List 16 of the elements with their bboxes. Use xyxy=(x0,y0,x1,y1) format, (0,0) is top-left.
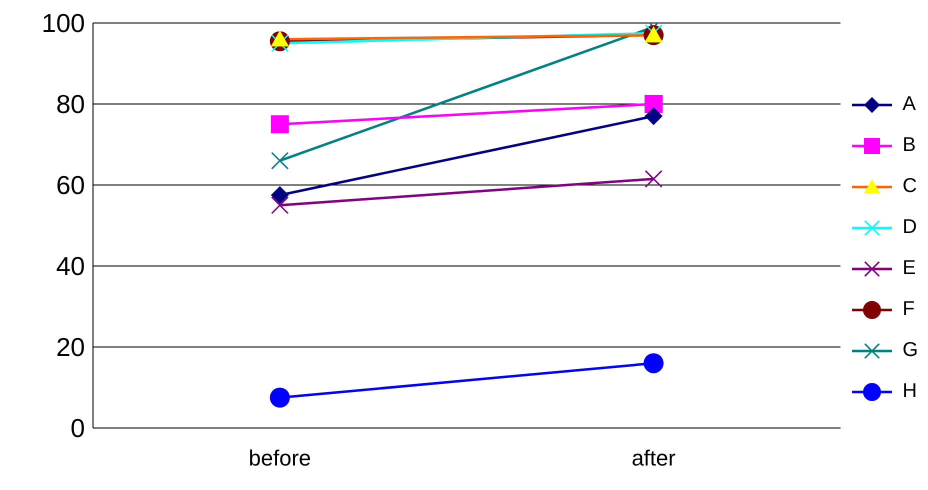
legend-label: F xyxy=(902,298,915,321)
legend-label: G xyxy=(902,339,918,362)
legend-label: D xyxy=(902,216,917,239)
y-tick-label: 60 xyxy=(56,170,85,200)
y-tick-label: 80 xyxy=(56,89,85,120)
legend-label: B xyxy=(902,134,916,157)
legend-label: H xyxy=(902,380,917,403)
y-tick-label: 100 xyxy=(42,8,85,38)
y-tick-label: 20 xyxy=(56,332,85,362)
x-tick-label: before xyxy=(248,446,312,471)
x-tick-label: after xyxy=(632,446,676,471)
legend-label: E xyxy=(902,257,916,280)
legend-label: C xyxy=(902,175,917,198)
legend-label: A xyxy=(902,93,916,116)
y-tick-label: 0 xyxy=(70,413,85,444)
y-tick-label: 40 xyxy=(56,251,85,282)
